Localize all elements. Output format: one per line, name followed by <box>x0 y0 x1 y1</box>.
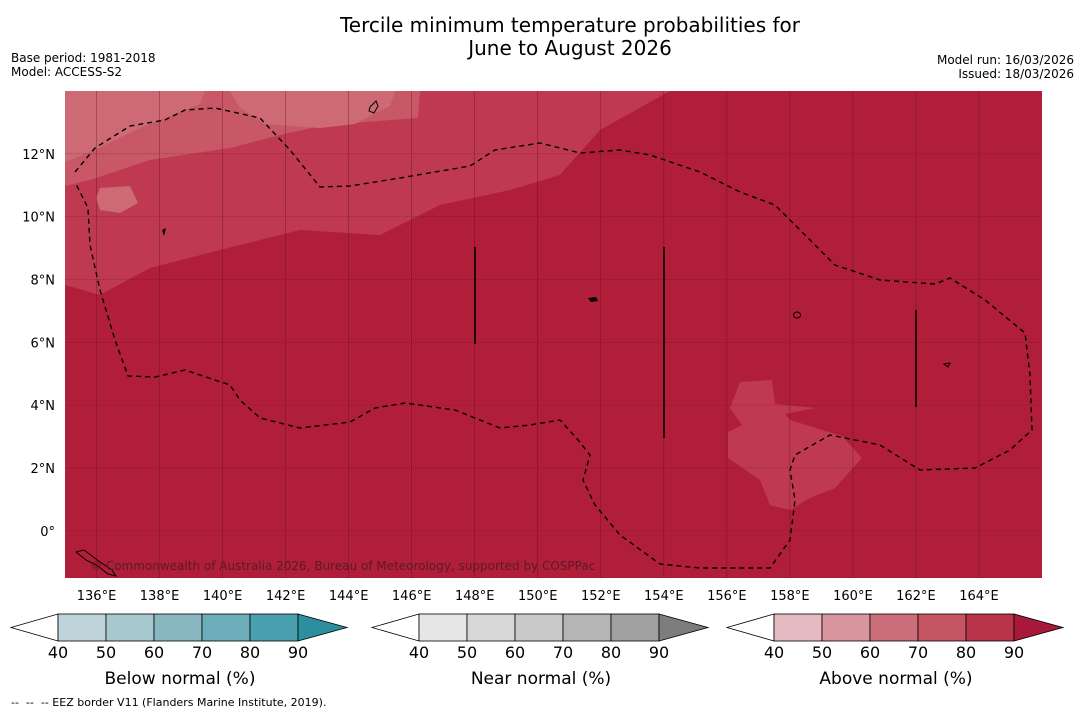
model-run-date: Model run: 16/03/2026 <box>936 53 1074 67</box>
run-info: Model run: 16/03/2026 Issued: 18/03/2026 <box>937 53 1074 81</box>
colorbar-tick-label: 70 <box>907 643 929 662</box>
colorbar-segment <box>153 613 203 642</box>
colorbar-min-extension <box>9 613 59 642</box>
longitude-tick-label: 158°E <box>770 589 810 604</box>
colorbar-tick-label: 90 <box>1003 643 1025 662</box>
issued-date: Issued: 18/03/2026 <box>958 67 1074 81</box>
above-normal-50-60-patch-north <box>230 91 395 128</box>
colorbar-segment <box>917 613 967 642</box>
eez-border <box>74 107 1033 569</box>
above-normal-70-80-region-east <box>728 380 862 510</box>
island-outline <box>942 362 951 368</box>
latitude-tick-label: 8°N <box>31 274 56 289</box>
island-outline <box>162 228 166 236</box>
island-outline <box>793 311 801 319</box>
colorbar-min-extension <box>370 613 420 642</box>
latitude-tick-label: 0° <box>40 525 55 540</box>
latitude-labels: 12°N 10°N 8°N 6°N 4°N 2°N 0° <box>22 148 55 540</box>
longitude-tick-label: 160°E <box>833 589 873 604</box>
longitude-tick-label: 138°E <box>140 589 180 604</box>
colorbar-above-normal: 40 50 60 70 80 90 Above normal (%) <box>725 612 1066 707</box>
colorbar-tick-label: 90 <box>287 643 309 662</box>
longitude-tick-label: 154°E <box>644 589 684 604</box>
longitude-tick-label: 152°E <box>581 589 621 604</box>
colorbar-tick-label: 70 <box>191 643 213 662</box>
above-normal-50-60-patch <box>96 186 138 213</box>
island-outline <box>368 100 379 114</box>
longitude-tick-label: 164°E <box>959 589 999 604</box>
colorbar-tick-label: 80 <box>239 643 261 662</box>
longitude-tick-label: 150°E <box>518 589 558 604</box>
colorbar-segment <box>418 613 468 642</box>
colorbar-segment <box>965 613 1015 642</box>
latitude-tick-label: 4°N <box>31 399 56 414</box>
model-info: Base period: 1981-2018 Model: ACCESS-S2 <box>11 51 156 79</box>
colorbar-segment <box>514 613 564 642</box>
colorbar-tick-label: 70 <box>552 643 574 662</box>
probability-map: © Commonwealth of Australia 2026, Bureau… <box>22 91 1042 604</box>
longitude-tick-label: 144°E <box>329 589 369 604</box>
colorbar-tick-label: 60 <box>143 643 165 662</box>
latitude-tick-label: 6°N <box>31 336 56 351</box>
longitude-tick-label: 148°E <box>455 589 495 604</box>
colorbar-near-normal: 40 50 60 70 80 90 Near normal (%) <box>370 612 711 707</box>
map-title: Tercile minimum temperature probabilitie… <box>0 14 1085 60</box>
colorbar-tick-label: 60 <box>504 643 526 662</box>
graticule <box>65 91 1042 578</box>
colorbar-tick-label: 40 <box>763 643 785 662</box>
longitude-tick-label: 142°E <box>266 589 306 604</box>
island-outline <box>74 549 118 577</box>
colorbar-segment <box>466 613 516 642</box>
longitude-tick-label: 140°E <box>203 589 243 604</box>
colorbar-tick-label: 40 <box>47 643 69 662</box>
copyright-notice: © Commonwealth of Australia 2026, Bureau… <box>90 559 595 573</box>
latitude-tick-label: 10°N <box>22 211 55 226</box>
longitude-tick-label: 162°E <box>896 589 936 604</box>
longitude-labels: 136°E 138°E 140°E 142°E 144°E 146°E 148°E 150°E… <box>77 589 999 604</box>
longitude-tick-label: 156°E <box>707 589 747 604</box>
longitude-tick-label: 146°E <box>392 589 432 604</box>
longitude-tick-label: 136°E <box>77 589 117 604</box>
latitude-tick-label: 2°N <box>31 462 56 477</box>
colorbar-tick-label: 50 <box>456 643 478 662</box>
colorbar-tick-label: 50 <box>811 643 833 662</box>
colorbar-segment <box>610 613 660 642</box>
colorbar-above-normal-scale <box>725 613 1065 642</box>
colorbar-segment <box>562 613 612 642</box>
title-line-1: Tercile minimum temperature probabilitie… <box>339 13 801 37</box>
colorbar-segment <box>201 613 251 642</box>
colorbar-below-normal-label: Below normal (%) <box>104 669 256 689</box>
colorbar-max-extension <box>658 613 710 642</box>
model-name: Model: ACCESS-S2 <box>11 65 123 79</box>
base-period: Base period: 1981-2018 <box>11 51 156 65</box>
colorbar-segment <box>57 613 107 642</box>
colorbar-tick-label: 40 <box>408 643 430 662</box>
island-outline <box>588 297 598 302</box>
colorbar-min-extension <box>725 613 775 642</box>
title-line-2: June to August 2026 <box>468 36 672 60</box>
colorbar-segment <box>821 613 871 642</box>
colorbar-below-normal-scale <box>9 613 349 642</box>
colorbar-near-normal-scale <box>370 613 710 642</box>
eez-legend-note: -- -- -- EEZ border V11 (Flanders Marine… <box>11 696 327 709</box>
colorbar-segment <box>869 613 919 642</box>
colorbar-max-extension <box>1013 613 1065 642</box>
colorbar-tick-label: 50 <box>95 643 117 662</box>
colorbar-tick-label: 80 <box>600 643 622 662</box>
colorbar-near-normal-label: Near normal (%) <box>470 669 612 689</box>
colorbar-max-extension <box>297 613 349 642</box>
colorbar-tick-label: 80 <box>955 643 977 662</box>
colorbar-tick-label: 90 <box>648 643 670 662</box>
colorbar-segment <box>773 613 823 642</box>
latitude-tick-label: 12°N <box>22 148 55 163</box>
colorbar-tick-label: 60 <box>859 643 881 662</box>
colorbar-segment <box>249 613 299 642</box>
colorbar-segment <box>105 613 155 642</box>
colorbar-below-normal: 40 50 60 70 80 90 Below normal (%) <box>9 612 350 707</box>
colorbar-above-normal-label: Above normal (%) <box>819 669 973 689</box>
